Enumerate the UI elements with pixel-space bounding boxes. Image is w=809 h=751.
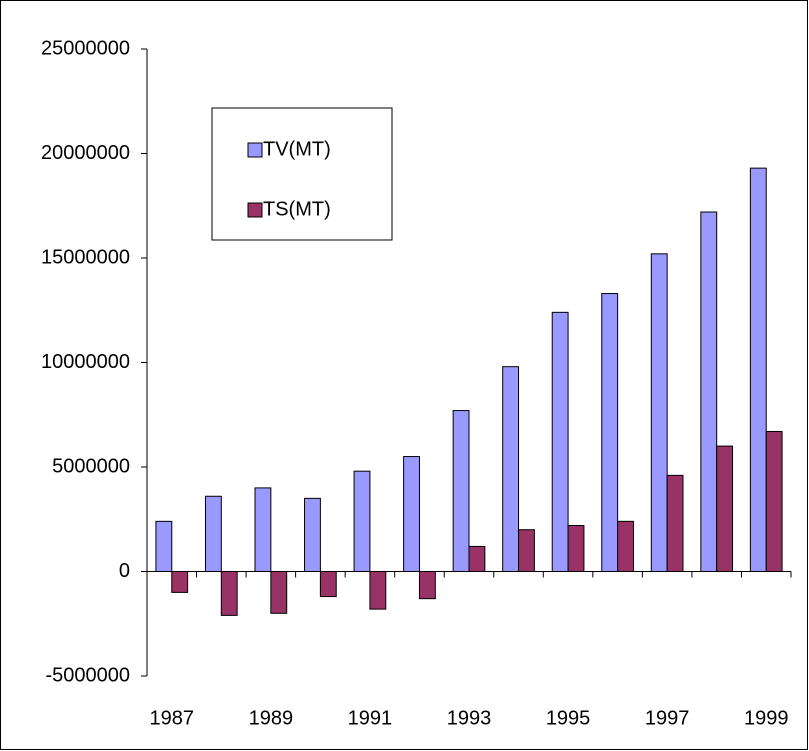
bar bbox=[518, 529, 535, 573]
bar bbox=[502, 366, 520, 572]
x-tick-label: 1997 bbox=[645, 707, 690, 729]
bar bbox=[270, 571, 288, 614]
y-tick-label: -5000000 bbox=[45, 664, 130, 686]
y-tick-label: 0 bbox=[119, 560, 130, 582]
bar bbox=[452, 410, 470, 572]
bar bbox=[353, 470, 371, 572]
bar bbox=[403, 456, 420, 572]
legend-swatch bbox=[247, 202, 263, 218]
x-tick-label: 1995 bbox=[546, 707, 591, 729]
x-tick-label: 1999 bbox=[744, 707, 789, 729]
bar bbox=[254, 487, 272, 572]
bar bbox=[319, 571, 337, 598]
bar bbox=[155, 520, 173, 573]
x-tick-label: 1991 bbox=[348, 707, 393, 729]
legend-label: TS(MT) bbox=[263, 198, 331, 220]
bar bbox=[304, 497, 321, 573]
y-tick-label: 15000000 bbox=[41, 246, 130, 268]
y-tick-label: 20000000 bbox=[41, 142, 130, 164]
bar bbox=[765, 430, 783, 572]
bar bbox=[749, 167, 767, 572]
x-tick-label: 1993 bbox=[447, 707, 492, 729]
bar bbox=[551, 311, 569, 572]
bar bbox=[650, 253, 668, 572]
bar bbox=[468, 545, 486, 572]
y-tick-label: 25000000 bbox=[41, 37, 130, 59]
bar bbox=[666, 474, 684, 572]
x-tick-label: 1989 bbox=[249, 707, 294, 729]
bar bbox=[171, 571, 189, 593]
y-tick-label: 10000000 bbox=[41, 351, 130, 373]
bar bbox=[716, 445, 734, 573]
bar bbox=[418, 571, 436, 600]
legend-box bbox=[211, 107, 393, 241]
bar bbox=[617, 520, 634, 573]
bar bbox=[220, 571, 238, 616]
x-tick-label: 1987 bbox=[150, 707, 195, 729]
legend-swatch bbox=[247, 142, 263, 158]
bar bbox=[601, 293, 619, 572]
bar bbox=[700, 211, 718, 573]
bar bbox=[204, 495, 222, 573]
bar bbox=[369, 571, 387, 610]
legend-label: TV(MT) bbox=[263, 138, 331, 160]
bar bbox=[567, 525, 585, 573]
y-tick-label: 5000000 bbox=[52, 455, 130, 477]
